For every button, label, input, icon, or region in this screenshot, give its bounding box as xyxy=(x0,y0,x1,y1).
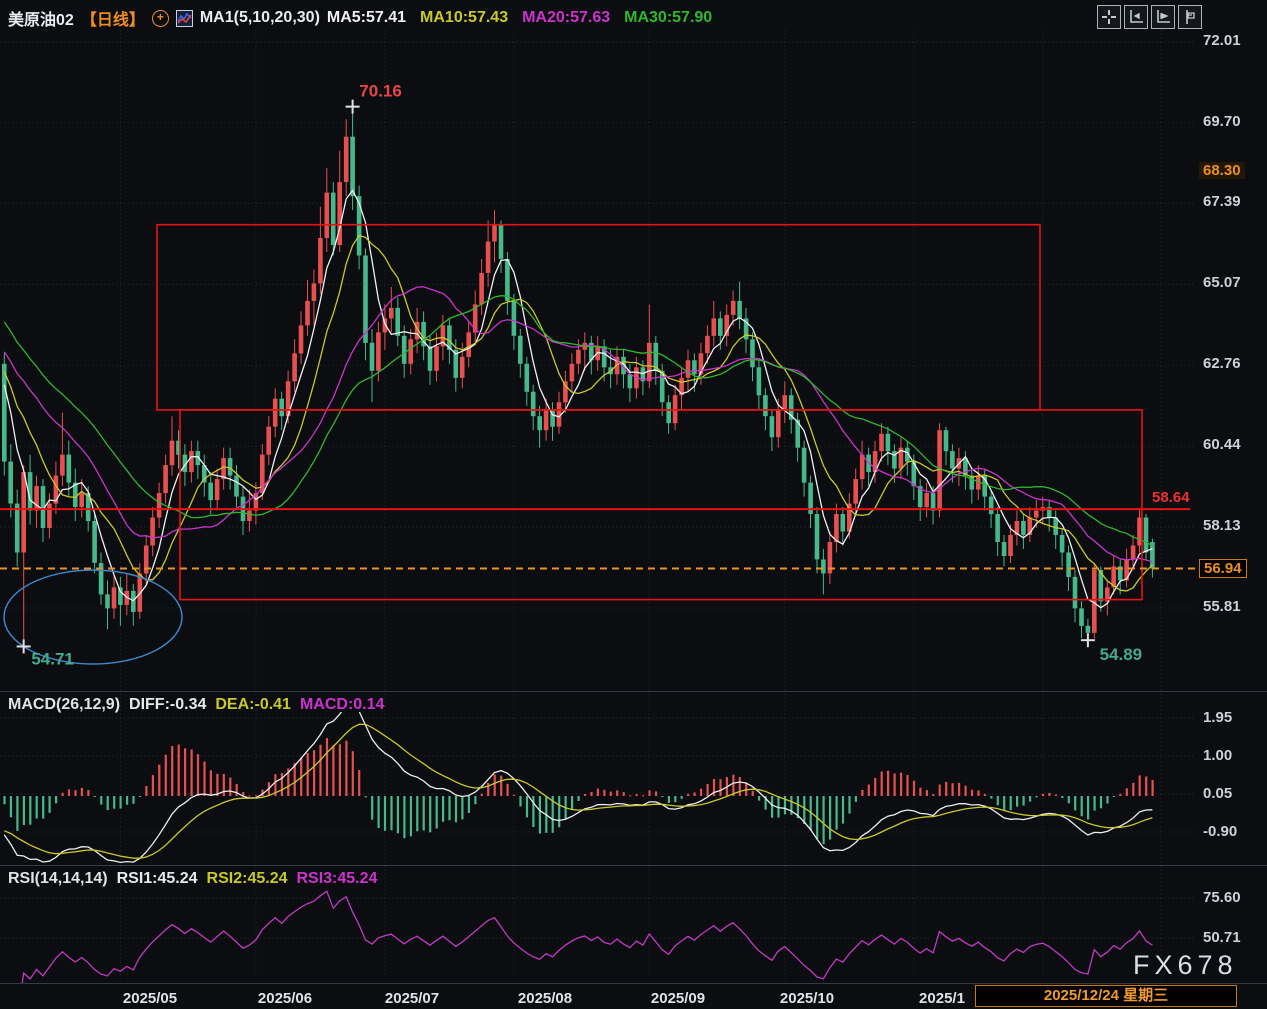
rsi-header: RSI(14,14,14) RSI1:45.24 RSI2:45.24 RSI3… xyxy=(8,870,377,888)
chart-play-icon[interactable] xyxy=(1151,5,1175,29)
price-axis-label: 69.70 xyxy=(1203,113,1241,130)
ma-value: MA20:57.63 xyxy=(522,9,611,26)
low2-price-label: 54.89 xyxy=(1100,645,1143,664)
macd-axis-label: 1.00 xyxy=(1203,747,1233,764)
current-date-box: 2025/12/24 星期三 xyxy=(975,985,1237,1007)
rsi-axis-label: 50.71 xyxy=(1203,929,1241,946)
low1-cross-marker xyxy=(16,639,31,654)
add-indicator-icon[interactable]: + xyxy=(151,9,169,27)
rsi3-value: RSI3:45.24 xyxy=(296,870,378,887)
macd-axis-label: 1.95 xyxy=(1203,709,1233,726)
price-axis-label: 67.39 xyxy=(1203,193,1241,210)
low1-price-label: 54.71 xyxy=(31,650,74,669)
macd-title[interactable]: MACD(26,12,9) xyxy=(8,696,121,713)
price-axis-label: 62.76 xyxy=(1203,355,1241,372)
rsi-title[interactable]: RSI(14,14,14) xyxy=(8,870,108,887)
price-axis-label: 65.07 xyxy=(1203,274,1241,291)
peak-cross-marker xyxy=(345,99,360,114)
month-label: 2025/07 xyxy=(384,990,440,1007)
low2-cross-marker xyxy=(1080,633,1095,648)
main-chart-header: 美原油02 【日线】 + MA1(5,10,20,30) MA5:57.41 MA… xyxy=(8,6,712,30)
macd-macd-value: MACD:0.14 xyxy=(299,696,385,713)
ma5-line xyxy=(3,189,1153,609)
month-label: 2025/10 xyxy=(779,990,835,1007)
ma20-line xyxy=(3,286,1153,563)
month-label: 2025/06 xyxy=(257,990,313,1007)
price-axis-label: 58.13 xyxy=(1203,517,1241,534)
price-axis-label: 60.44 xyxy=(1203,436,1241,453)
ma-group-label[interactable]: MA1(5,10,20,30) xyxy=(199,9,320,26)
month-label: 2025/1 xyxy=(919,990,965,1007)
month-label: 2025/09 xyxy=(650,990,706,1007)
peak-price-label: 70.16 xyxy=(359,82,402,101)
watermark: FX678 xyxy=(1133,950,1238,980)
macd-diff-value: DIFF:-0.34 xyxy=(129,696,207,713)
month-label: 2025/08 xyxy=(517,990,573,1007)
rsi-axis-label: 75.60 xyxy=(1203,889,1241,906)
macd-axis-label: -0.90 xyxy=(1203,823,1238,840)
lows-circle-annotation xyxy=(3,569,183,665)
ma-value: MA30:57.90 xyxy=(624,9,713,26)
macd-diff-line xyxy=(3,712,1153,864)
pane-separator xyxy=(0,691,1267,692)
rsi1-value: RSI1:45.24 xyxy=(116,870,198,887)
pane-separator xyxy=(0,865,1267,866)
ma30-line xyxy=(3,295,1153,547)
pane-separator xyxy=(0,983,1267,984)
period-tag[interactable]: 【日线】 xyxy=(80,12,145,29)
macd-axis-label: 0.05 xyxy=(1203,785,1233,802)
price-axis-label: 56.94 xyxy=(1199,559,1247,578)
vertical-gridlines xyxy=(119,30,1162,982)
ma-value: MA10:57.43 xyxy=(420,9,509,26)
alert-price-label: 58.64 xyxy=(1152,489,1190,506)
macd-dea-line xyxy=(4,723,1153,859)
ma-value: MA5:57.41 xyxy=(326,9,407,26)
price-axis-label: 55.81 xyxy=(1203,598,1241,615)
macd-header: MACD(26,12,9) DIFF:-0.34 DEA:-0.41 MACD:… xyxy=(8,696,384,714)
macd-histogram xyxy=(3,738,1154,845)
pan-right-icon[interactable] xyxy=(1178,5,1202,29)
range-box-lower xyxy=(179,409,1143,601)
ma10-line xyxy=(3,234,1153,592)
chart-toolbar xyxy=(1097,5,1202,29)
price-axis-label: 72.01 xyxy=(1203,32,1241,49)
ma-values: MA5:57.41 MA10:57.43 MA20:57.63 MA30:57.90 xyxy=(327,9,712,27)
price-axis-label: 68.30 xyxy=(1199,162,1245,179)
rsi-line xyxy=(21,890,1153,983)
crosshair-icon[interactable] xyxy=(1097,5,1121,29)
month-label: 2025/05 xyxy=(122,990,178,1007)
kline-style-icon[interactable] xyxy=(175,9,193,27)
rsi2-value: RSI2:45.24 xyxy=(206,870,288,887)
candles-layer xyxy=(2,106,1155,647)
chart-scale-left-icon[interactable] xyxy=(1124,5,1148,29)
symbol-name[interactable]: 美原油02 xyxy=(8,12,74,29)
macd-dea-value: DEA:-0.41 xyxy=(215,696,291,713)
